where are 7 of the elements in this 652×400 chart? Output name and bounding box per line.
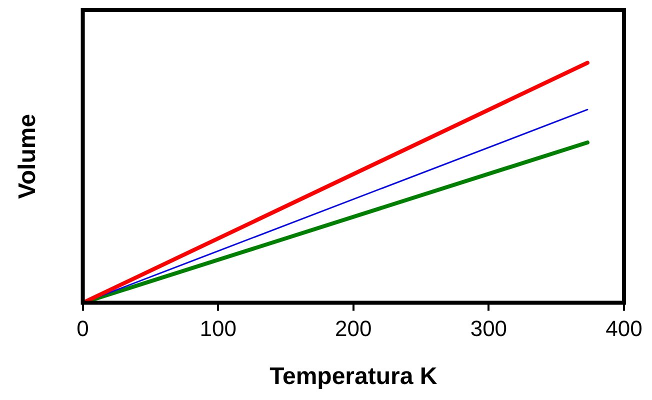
x-tick-label: 300 xyxy=(470,316,508,342)
x-axis-title: Temperatura K xyxy=(270,363,438,390)
x-tick-label: 0 xyxy=(76,316,89,342)
x-tick-label: 200 xyxy=(335,316,372,342)
x-tick-label: 100 xyxy=(200,316,236,342)
y-axis-title: Volume xyxy=(14,114,42,199)
x-tick-label: 400 xyxy=(606,316,642,342)
